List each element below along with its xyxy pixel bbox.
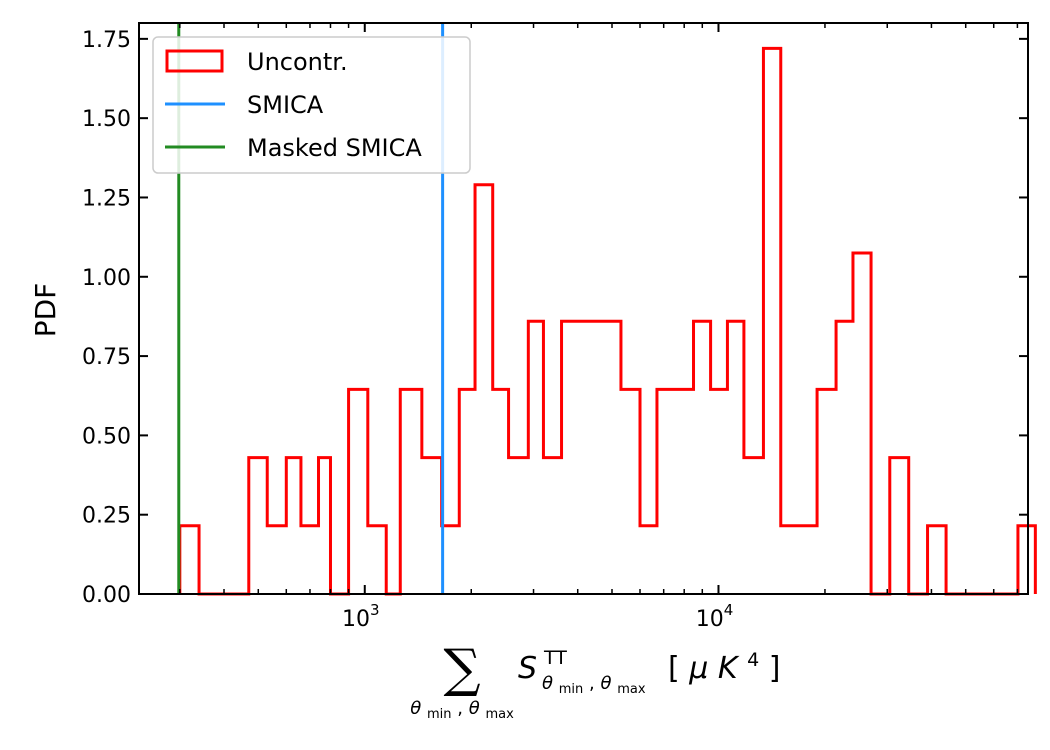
x-label-term-sub-theta2: θ	[600, 673, 611, 694]
x-tick-label-exponent: 4	[724, 601, 734, 619]
x-label-unit: [ μ K 4 ]	[668, 639, 781, 686]
x-label-unit-K: K	[718, 651, 740, 686]
x-tick-label: 104	[696, 601, 734, 632]
x-label-unit-open: [	[668, 651, 680, 686]
y-tick-label: 0.50	[82, 424, 131, 449]
x-label-sum-symbol: ∑	[443, 639, 480, 699]
y-tick-label: 1.75	[82, 28, 131, 53]
x-label-sub-min: min	[427, 707, 452, 722]
x-tick-label-exponent: 3	[370, 601, 380, 619]
x-label-unit-exp: 4	[747, 649, 759, 671]
legend-label-smica: SMICA	[247, 91, 324, 119]
x-label-unit-mu: μ	[688, 651, 708, 686]
legend: Uncontr. SMICA Masked SMICA	[152, 36, 471, 174]
x-tick-label: 103	[342, 601, 380, 632]
y-tick-label: 0.00	[82, 583, 131, 608]
x-label-sum-subscript: θ min , θ max	[410, 698, 514, 723]
legend-label-masked-smica: Masked SMICA	[247, 134, 422, 162]
y-tick-label: 1.00	[82, 266, 131, 291]
x-label-term-sub: θ min , θ max	[542, 673, 646, 698]
x-tick-label-base: 10	[696, 607, 724, 632]
x-label-term-sub-max: max	[617, 682, 646, 697]
x-label-unit-close: ]	[769, 651, 781, 686]
x-label-sub-theta1: θ	[410, 698, 421, 719]
x-label-term-sub-sep: ,	[589, 673, 600, 694]
x-tick-label-base: 10	[342, 607, 370, 632]
y-tick-label: 1.50	[82, 107, 131, 132]
x-label-sub-sep: ,	[457, 698, 468, 719]
x-label-term-sub-theta1: θ	[542, 673, 553, 694]
x-label-sub-max: max	[485, 707, 514, 722]
y-tick-label: 1.25	[82, 186, 131, 211]
legend-box	[152, 36, 471, 174]
legend-label-uncontr: Uncontr.	[247, 48, 348, 76]
x-label-term-S: S	[518, 651, 537, 686]
y-tick-label: 0.75	[82, 345, 131, 370]
x-label-sub-theta2: θ	[469, 698, 480, 719]
x-label-term-sub-min: min	[559, 682, 584, 697]
y-axis-label: PDF	[29, 283, 62, 338]
x-axis-label: ∑ θ min , θ max S TT θ min , θ max [ μ K…	[410, 639, 781, 723]
y-tick-label: 0.25	[82, 504, 131, 529]
x-label-term-sup: TT	[543, 647, 567, 669]
plot-frame	[138, 22, 1029, 595]
legend-swatch-uncontr	[165, 49, 224, 73]
